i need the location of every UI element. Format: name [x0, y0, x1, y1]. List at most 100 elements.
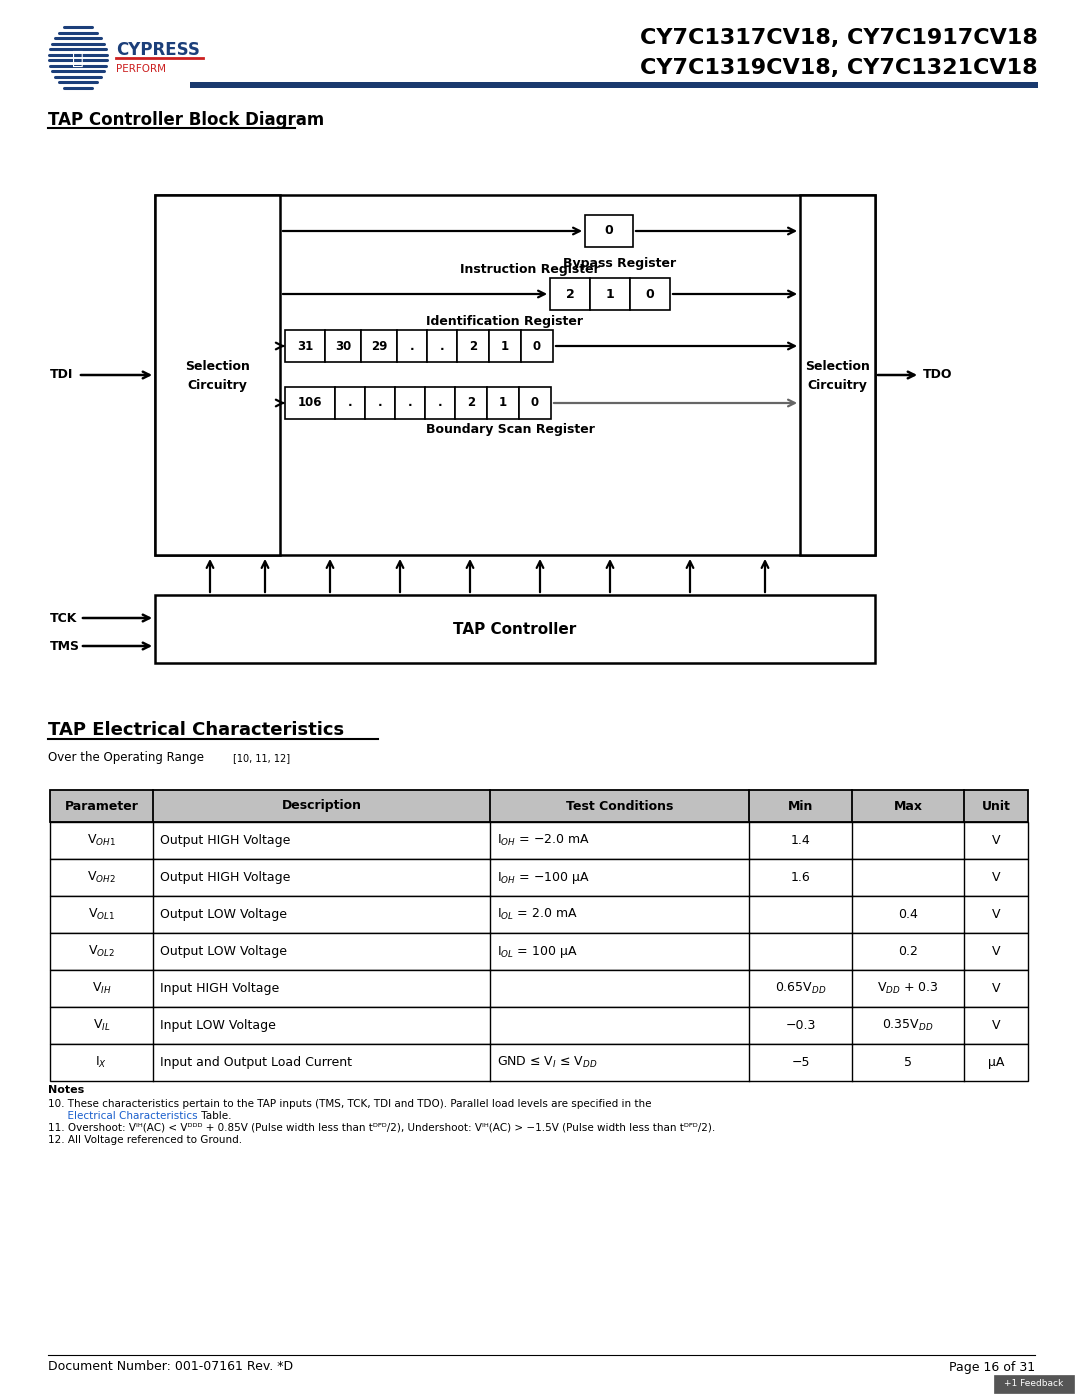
- Text: 🌲: 🌲: [72, 49, 84, 67]
- Text: 1: 1: [606, 288, 615, 300]
- Text: 1: 1: [499, 397, 508, 409]
- Text: +1 Feedback: +1 Feedback: [1004, 1379, 1064, 1389]
- Bar: [487, 387, 519, 419]
- Text: 0: 0: [646, 288, 654, 300]
- Text: Output LOW Voltage: Output LOW Voltage: [160, 908, 286, 921]
- Bar: [285, 330, 325, 362]
- Bar: [156, 595, 875, 664]
- Text: 0: 0: [531, 397, 539, 409]
- Text: Description: Description: [282, 799, 362, 813]
- Text: 11. Overshoot: Vᴵᴴ(AC) < Vᴰᴰᴰ + 0.85V (Pulse width less than tᴰᴾᴰ/2), Undershoot: 11. Overshoot: Vᴵᴴ(AC) < Vᴰᴰᴰ + 0.85V (P…: [48, 1123, 715, 1133]
- Bar: [325, 330, 361, 362]
- Text: 2: 2: [467, 397, 475, 409]
- Text: Parameter: Parameter: [65, 799, 138, 813]
- Text: CY7C1319CV18, CY7C1321CV18: CY7C1319CV18, CY7C1321CV18: [640, 59, 1038, 78]
- Text: V: V: [991, 908, 1000, 921]
- Text: 0.65V$_{DD}$: 0.65V$_{DD}$: [774, 981, 826, 996]
- Text: PERFORM: PERFORM: [116, 64, 166, 74]
- Bar: [50, 1007, 1028, 1044]
- Text: −5: −5: [792, 1056, 810, 1069]
- Text: 0.4: 0.4: [899, 908, 918, 921]
- Text: I$_{OH}$ = −2.0 mA: I$_{OH}$ = −2.0 mA: [497, 833, 590, 848]
- Text: V$_{OL1}$: V$_{OL1}$: [87, 907, 114, 922]
- Text: I$_{OH}$ = −100 μA: I$_{OH}$ = −100 μA: [497, 869, 590, 886]
- Text: Input and Output Load Current: Input and Output Load Current: [160, 1056, 352, 1069]
- Bar: [335, 387, 365, 419]
- Bar: [50, 933, 1028, 970]
- Bar: [489, 330, 521, 362]
- Text: Bypass Register: Bypass Register: [564, 257, 676, 270]
- Bar: [395, 387, 426, 419]
- Text: 0: 0: [605, 225, 613, 237]
- Text: GND ≤ V$_I$ ≤ V$_{DD}$: GND ≤ V$_I$ ≤ V$_{DD}$: [497, 1055, 597, 1070]
- Text: TAP Controller Block Diagram: TAP Controller Block Diagram: [48, 110, 324, 129]
- Text: 1: 1: [501, 339, 509, 352]
- Text: .: .: [407, 397, 413, 409]
- Bar: [519, 387, 551, 419]
- Bar: [50, 895, 1028, 933]
- Text: Output HIGH Voltage: Output HIGH Voltage: [160, 870, 291, 884]
- Text: 10. These characteristics pertain to the TAP inputs (TMS, TCK, TDI and TDO). Par: 10. These characteristics pertain to the…: [48, 1099, 654, 1109]
- Text: V$_{OH2}$: V$_{OH2}$: [87, 870, 116, 886]
- Bar: [50, 789, 1028, 821]
- Text: 29: 29: [370, 339, 388, 352]
- Text: 0: 0: [532, 339, 541, 352]
- Text: V$_{IH}$: V$_{IH}$: [92, 981, 111, 996]
- Text: 0.35V$_{DD}$: 0.35V$_{DD}$: [882, 1018, 934, 1032]
- Text: 2: 2: [566, 288, 575, 300]
- Bar: [361, 330, 397, 362]
- Bar: [190, 82, 1038, 88]
- Bar: [457, 330, 489, 362]
- Text: Notes: Notes: [48, 1085, 84, 1095]
- Text: Page 16 of 31: Page 16 of 31: [949, 1361, 1035, 1373]
- Text: TAP Controller: TAP Controller: [454, 622, 577, 637]
- Text: I$_{OL}$ = 2.0 mA: I$_{OL}$ = 2.0 mA: [497, 907, 578, 922]
- Text: Min: Min: [788, 799, 813, 813]
- Text: 30: 30: [335, 339, 351, 352]
- Text: 0.2: 0.2: [899, 944, 918, 958]
- Text: −0.3: −0.3: [785, 1018, 815, 1032]
- Text: Output LOW Voltage: Output LOW Voltage: [160, 944, 286, 958]
- Bar: [550, 278, 590, 310]
- Bar: [50, 821, 1028, 859]
- Text: CY7C1317CV18, CY7C1917CV18: CY7C1317CV18, CY7C1917CV18: [640, 28, 1038, 47]
- Text: V$_{DD}$ + 0.3: V$_{DD}$ + 0.3: [877, 981, 940, 996]
- Bar: [630, 278, 670, 310]
- Bar: [50, 859, 1028, 895]
- Text: Document Number: 001-07161 Rev. *D: Document Number: 001-07161 Rev. *D: [48, 1361, 293, 1373]
- Text: Unit: Unit: [982, 799, 1011, 813]
- Text: Selection: Selection: [805, 360, 869, 373]
- Text: Output HIGH Voltage: Output HIGH Voltage: [160, 834, 291, 847]
- Text: Table.: Table.: [198, 1111, 231, 1120]
- Text: Selection: Selection: [185, 360, 249, 373]
- Bar: [800, 196, 875, 555]
- Text: [10, 11, 12]: [10, 11, 12]: [233, 753, 291, 763]
- Text: V: V: [991, 1018, 1000, 1032]
- Text: 31: 31: [297, 339, 313, 352]
- Text: TDO: TDO: [923, 369, 953, 381]
- Bar: [397, 330, 427, 362]
- Text: V$_{OL2}$: V$_{OL2}$: [87, 944, 114, 960]
- Text: μA: μA: [988, 1056, 1004, 1069]
- Bar: [585, 215, 633, 247]
- Text: .: .: [440, 339, 444, 352]
- Bar: [427, 330, 457, 362]
- Text: 1.4: 1.4: [791, 834, 810, 847]
- Text: V: V: [991, 870, 1000, 884]
- Text: .: .: [409, 339, 415, 352]
- Text: Test Conditions: Test Conditions: [566, 799, 673, 813]
- Text: 5: 5: [904, 1056, 913, 1069]
- Text: TMS: TMS: [50, 640, 80, 652]
- Bar: [455, 387, 487, 419]
- Text: Input HIGH Voltage: Input HIGH Voltage: [160, 982, 279, 995]
- Text: Instruction Register: Instruction Register: [460, 264, 599, 277]
- Bar: [426, 387, 455, 419]
- Text: .: .: [378, 397, 382, 409]
- Text: V: V: [991, 834, 1000, 847]
- Text: V: V: [991, 982, 1000, 995]
- Bar: [156, 196, 875, 555]
- Bar: [521, 330, 553, 362]
- Text: I$_X$: I$_X$: [95, 1055, 107, 1070]
- Text: Circuitry: Circuitry: [808, 379, 867, 391]
- Text: TAP Electrical Characteristics: TAP Electrical Characteristics: [48, 721, 345, 739]
